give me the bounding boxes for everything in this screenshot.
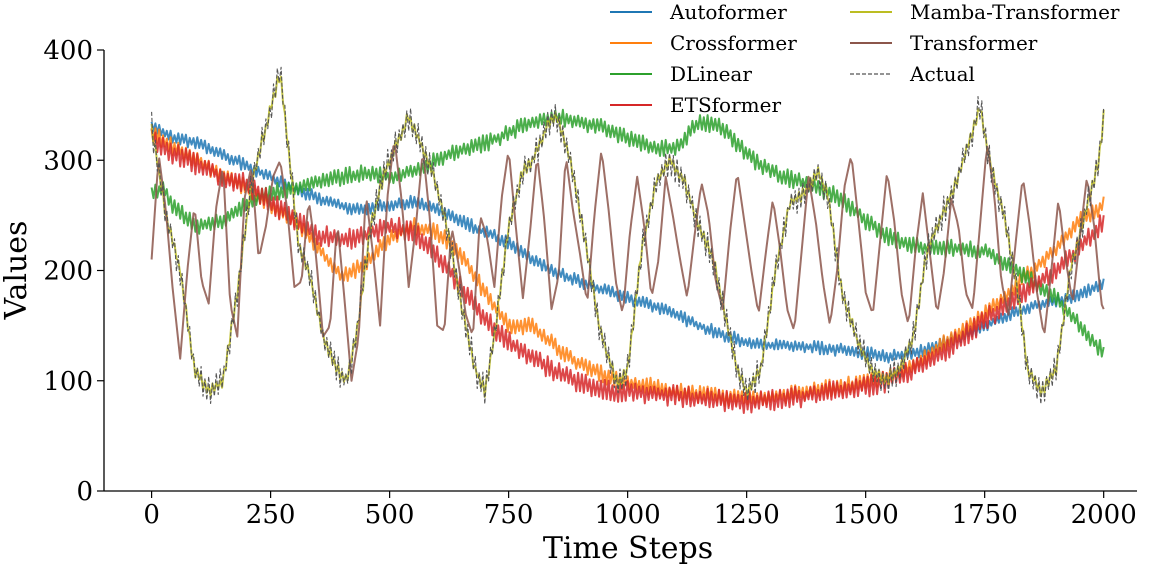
legend-label-dlinear: DLinear (670, 62, 752, 86)
series-line-dlinear (150, 108, 1105, 358)
legend: Autoformer Crossformer DLinear ETSformer Mam… (610, 0, 1120, 117)
series-line-crossformer (150, 127, 1105, 407)
x-axis-title: Time Steps (543, 531, 713, 566)
x-tick-label: 1750 (952, 500, 1018, 530)
x-tick-label: 2000 (1071, 500, 1137, 530)
y-tick-label: 400 (43, 36, 93, 66)
legend-label-transformer: Transformer (910, 31, 1038, 55)
legend-label-actual: Actual (909, 62, 975, 86)
x-tick-label: 1250 (714, 500, 780, 530)
x-tick-label: 250 (246, 500, 296, 530)
x-tick-label: 1000 (595, 500, 661, 530)
x-tick-label: 500 (365, 500, 415, 530)
series-layer (150, 66, 1105, 414)
series-line-etsformer (150, 128, 1105, 414)
y-tick-label: 0 (76, 477, 93, 507)
legend-label-autoformer: Autoformer (669, 0, 787, 24)
x-tick-label: 0 (143, 500, 160, 530)
ticks: 0 250 500 750 1000 1250 1500 1750 2000 0 100 200 300… (43, 36, 1136, 530)
x-tick-label: 1500 (833, 500, 899, 530)
y-tick-label: 100 (43, 367, 93, 397)
legend-label-crossformer: Crossformer (670, 31, 797, 55)
legend-label-mamba-transformer: Mamba-Transformer (910, 0, 1120, 24)
legend-label-etsformer: ETSformer (670, 93, 781, 117)
series-line-transformer (150, 145, 1105, 382)
y-axis-title: Values (0, 221, 34, 321)
series-line-actual (151, 66, 1105, 405)
x-tick-label: 750 (484, 500, 534, 530)
y-tick-label: 200 (43, 257, 93, 287)
series-line-mamba-transformer (150, 75, 1105, 398)
y-tick-label: 300 (43, 146, 93, 176)
